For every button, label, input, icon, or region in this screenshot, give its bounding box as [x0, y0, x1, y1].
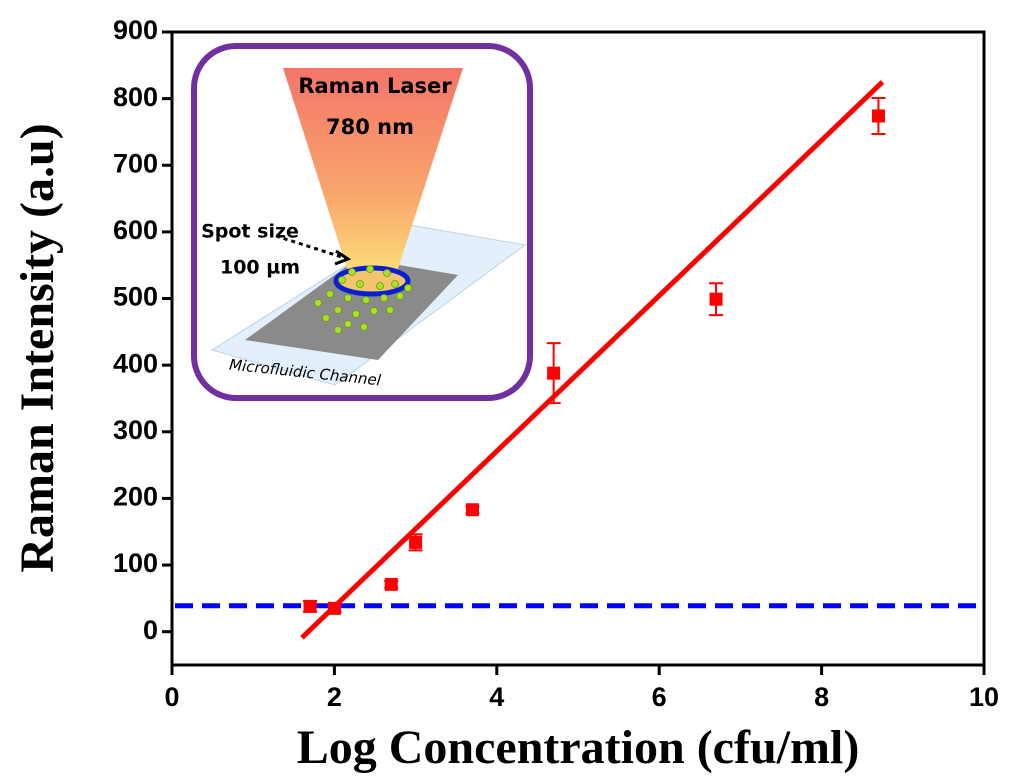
- y-tick-label: 700: [113, 148, 158, 178]
- y-tick-label: 0: [143, 615, 158, 645]
- x-tick-label: 4: [489, 682, 504, 712]
- inset-text: Spot size: [201, 221, 299, 243]
- marker: [547, 367, 560, 380]
- marker: [872, 109, 885, 122]
- x-axis-title: Log Concentration (cfu/ml): [297, 721, 860, 774]
- y-tick-label: 800: [113, 82, 158, 112]
- marker: [466, 503, 479, 516]
- x-tick-label: 10: [969, 682, 999, 712]
- inset-text: 100 µm: [220, 257, 300, 279]
- inset-text: Raman Laser: [298, 74, 452, 98]
- y-tick-label: 100: [113, 548, 158, 578]
- y-tick-label: 400: [113, 348, 158, 378]
- marker: [710, 293, 723, 306]
- marker: [385, 578, 398, 591]
- y-tick-label: 500: [113, 282, 158, 312]
- x-tick-label: 2: [327, 682, 342, 712]
- inset-diagram: Raman Laser 780 nm Spot size 100 µm Micr…: [194, 46, 530, 398]
- x-tick-label: 8: [814, 682, 829, 712]
- chart: 0 100 200 300 400 500 600 700 800 900 0 2 4 6 8 10 Rama…: [0, 0, 1011, 781]
- marker: [409, 536, 422, 549]
- y-tick-label: 200: [113, 482, 158, 512]
- y-tick-label: 900: [113, 15, 158, 45]
- y-tick-label: 600: [113, 215, 158, 245]
- x-tick-label: 0: [164, 682, 179, 712]
- marker: [304, 600, 317, 613]
- x-tick-label: 6: [652, 682, 667, 712]
- inset-text: 780 nm: [326, 115, 414, 139]
- y-axis-title: Raman Intensity (a.u): [11, 123, 64, 572]
- y-tick-label: 300: [113, 415, 158, 445]
